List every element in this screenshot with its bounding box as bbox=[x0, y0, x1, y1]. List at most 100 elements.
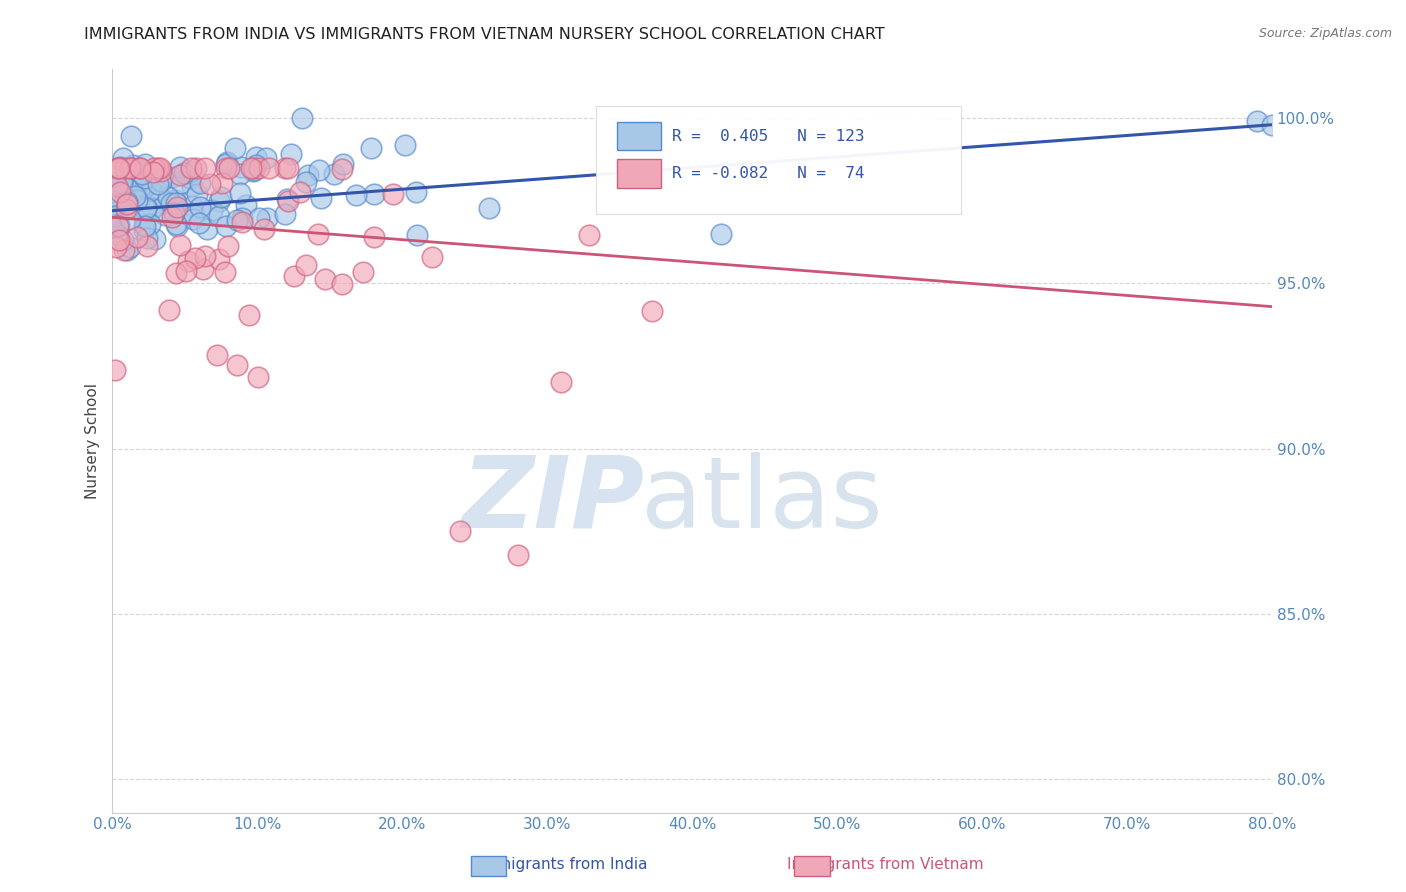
Text: atlas: atlas bbox=[641, 451, 883, 549]
Point bbox=[166, 219, 188, 233]
Point bbox=[288, 185, 311, 199]
Point bbox=[224, 141, 246, 155]
Point bbox=[229, 186, 252, 201]
Point bbox=[115, 244, 138, 258]
Point bbox=[142, 161, 165, 175]
Point bbox=[134, 171, 156, 186]
Point bbox=[114, 196, 136, 211]
Point bbox=[214, 161, 236, 175]
Point bbox=[142, 165, 165, 179]
Point bbox=[139, 217, 162, 231]
Point bbox=[108, 161, 131, 175]
Point bbox=[105, 205, 128, 219]
Point bbox=[135, 200, 157, 214]
Point bbox=[215, 219, 238, 233]
Point bbox=[141, 201, 163, 215]
Point bbox=[276, 192, 298, 206]
Point bbox=[217, 239, 239, 253]
Point bbox=[169, 237, 191, 252]
Point bbox=[405, 227, 427, 242]
Point bbox=[180, 163, 202, 178]
Point bbox=[118, 161, 141, 175]
Point bbox=[314, 272, 336, 286]
Point bbox=[194, 249, 217, 263]
Point bbox=[136, 231, 159, 245]
Point bbox=[183, 209, 205, 223]
Point bbox=[195, 222, 218, 236]
Point bbox=[104, 209, 127, 223]
Text: R =  0.405   N = 123: R = 0.405 N = 123 bbox=[672, 128, 865, 144]
Point bbox=[129, 178, 152, 193]
Point bbox=[160, 196, 183, 211]
Point bbox=[165, 195, 187, 210]
Point bbox=[166, 200, 188, 214]
Point bbox=[478, 202, 501, 216]
Point bbox=[174, 264, 197, 278]
Point bbox=[180, 161, 202, 175]
Point bbox=[208, 194, 231, 208]
Point bbox=[211, 177, 233, 191]
Point bbox=[117, 176, 139, 190]
Point bbox=[169, 169, 191, 183]
Point bbox=[118, 196, 141, 211]
Point bbox=[208, 252, 231, 267]
Point bbox=[121, 161, 143, 175]
Point bbox=[274, 161, 297, 175]
Text: Immigrants from India: Immigrants from India bbox=[477, 857, 648, 872]
Point bbox=[121, 186, 143, 201]
Point bbox=[360, 141, 382, 155]
Point bbox=[160, 211, 183, 225]
Point bbox=[120, 128, 142, 143]
Point bbox=[117, 194, 139, 209]
Point bbox=[231, 215, 253, 229]
Point bbox=[104, 362, 127, 376]
Point bbox=[115, 186, 138, 201]
Point bbox=[110, 194, 132, 209]
Point bbox=[245, 158, 267, 172]
Point bbox=[283, 268, 305, 283]
Y-axis label: Nursery School: Nursery School bbox=[86, 383, 100, 499]
Point bbox=[1261, 118, 1284, 132]
Point bbox=[225, 213, 247, 227]
Point bbox=[128, 161, 150, 175]
Point bbox=[256, 211, 278, 225]
Point bbox=[641, 303, 664, 318]
Point bbox=[107, 218, 129, 232]
Point bbox=[108, 218, 131, 232]
Point bbox=[181, 179, 204, 194]
Point bbox=[247, 369, 270, 384]
Point bbox=[330, 277, 353, 291]
Point bbox=[231, 211, 253, 225]
Point bbox=[108, 233, 131, 247]
Point bbox=[134, 156, 156, 170]
Point bbox=[257, 161, 280, 175]
Text: IMMIGRANTS FROM INDIA VS IMMIGRANTS FROM VIETNAM NURSERY SCHOOL CORRELATION CHAR: IMMIGRANTS FROM INDIA VS IMMIGRANTS FROM… bbox=[84, 27, 886, 42]
Point bbox=[188, 216, 211, 230]
Point bbox=[118, 200, 141, 214]
Point bbox=[104, 169, 127, 184]
Point bbox=[108, 161, 131, 175]
Point bbox=[209, 190, 232, 204]
Point bbox=[115, 202, 138, 217]
Point bbox=[169, 160, 191, 174]
Point bbox=[332, 157, 354, 171]
Point bbox=[218, 161, 240, 175]
Point bbox=[277, 161, 299, 175]
Point bbox=[149, 174, 172, 188]
Point bbox=[112, 151, 135, 165]
Point bbox=[125, 193, 148, 207]
Point bbox=[143, 232, 166, 246]
Point bbox=[105, 207, 128, 221]
Point bbox=[184, 161, 207, 175]
Point bbox=[201, 202, 224, 217]
Point bbox=[150, 164, 173, 178]
Point bbox=[186, 186, 208, 201]
Point bbox=[111, 176, 134, 190]
Point bbox=[242, 161, 264, 175]
Point bbox=[295, 258, 318, 272]
Point bbox=[135, 201, 157, 215]
Point bbox=[165, 217, 187, 231]
Point bbox=[242, 164, 264, 178]
Point bbox=[420, 250, 443, 264]
Point bbox=[194, 161, 217, 175]
